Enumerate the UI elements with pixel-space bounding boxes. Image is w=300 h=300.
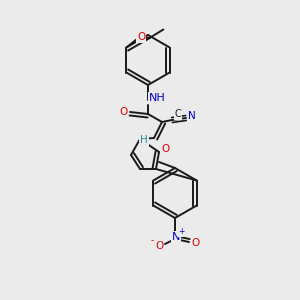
Text: O: O [192,238,200,248]
Text: NH: NH [148,93,165,103]
Text: O: O [155,241,163,251]
Text: +: + [178,227,184,236]
Text: N: N [188,111,196,121]
Text: H: H [140,135,148,145]
Text: -: - [150,236,154,245]
Text: O: O [119,107,127,117]
Text: C: C [175,109,182,119]
Text: N: N [172,232,180,242]
Text: O: O [162,144,170,154]
Text: O: O [137,32,146,43]
